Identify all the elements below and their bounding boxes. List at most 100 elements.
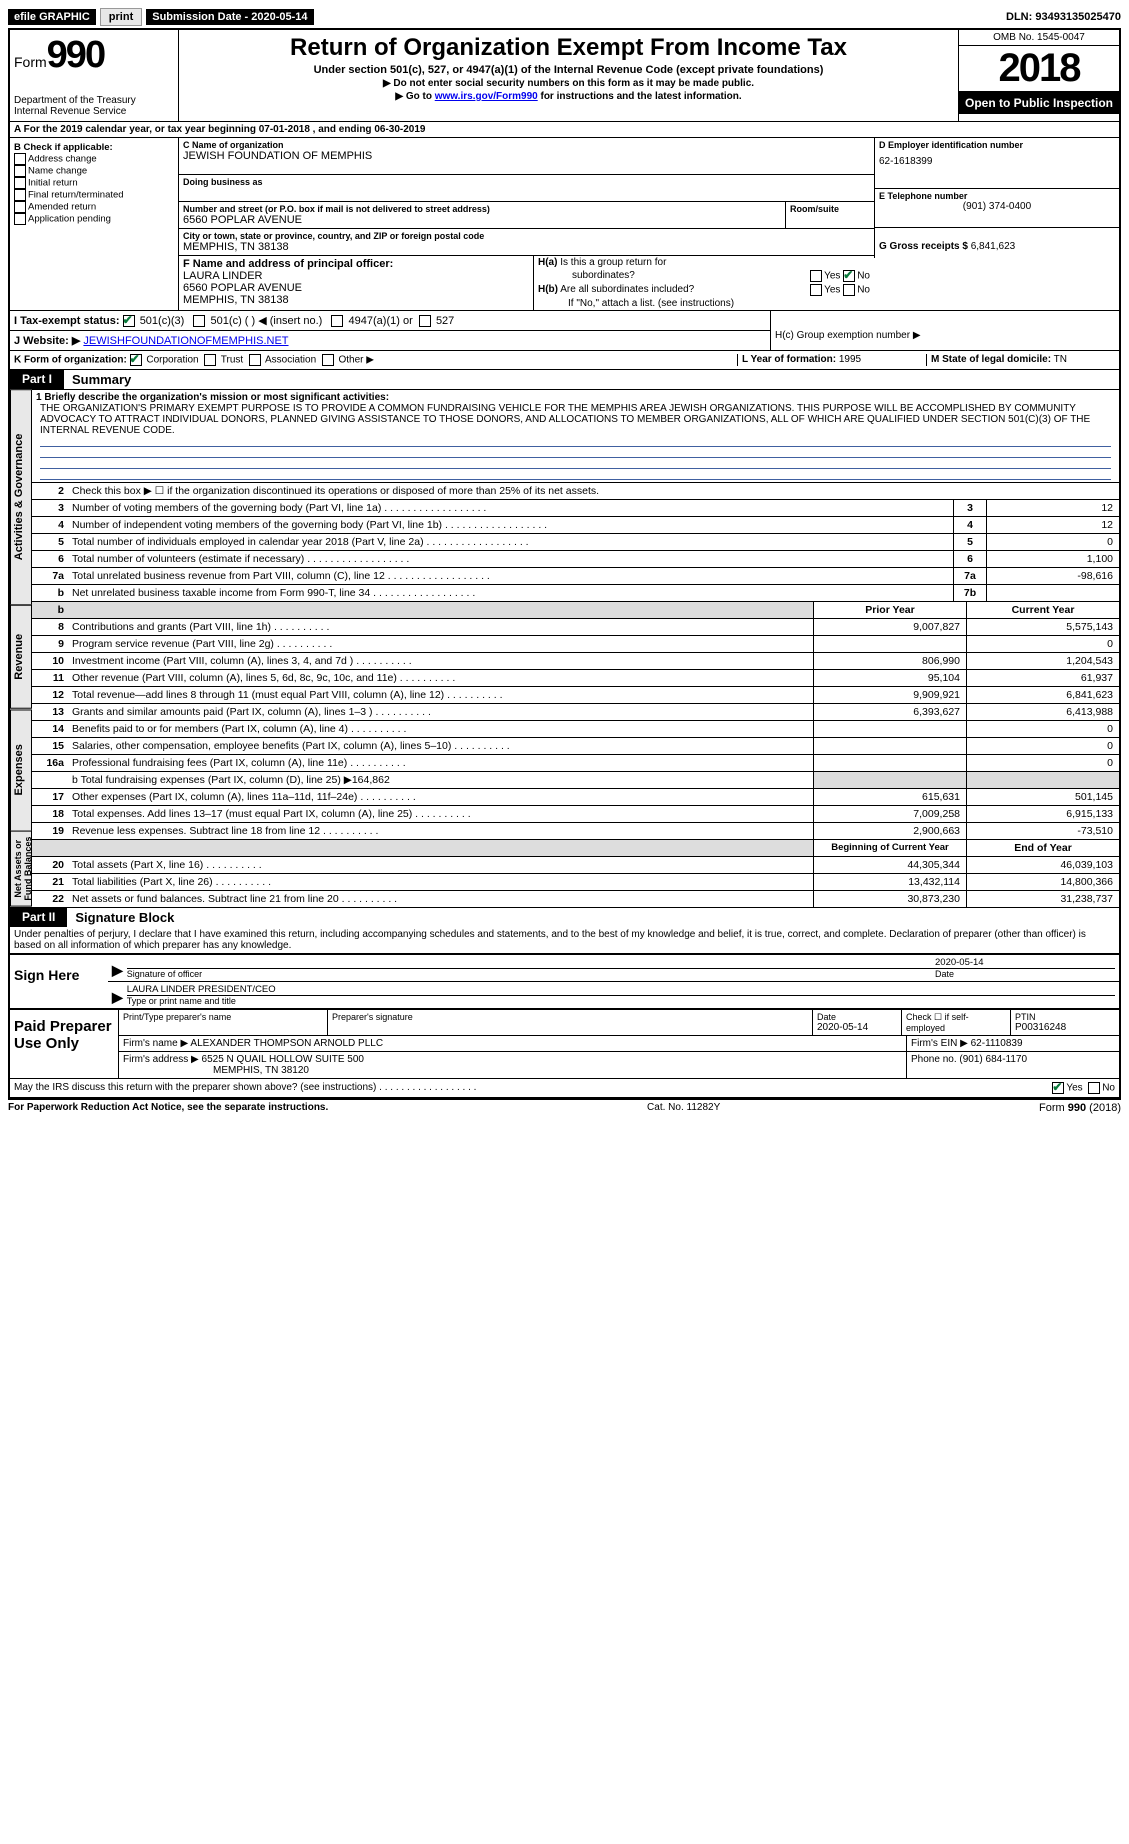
summary-line: 3Number of voting members of the governi… bbox=[32, 499, 1119, 516]
f-label-text: F Name and address of principal officer: bbox=[183, 258, 393, 270]
form-number: Form990 bbox=[14, 34, 174, 77]
col-prior: Prior Year bbox=[813, 602, 966, 618]
summary-line: 12Total revenue—add lines 8 through 11 (… bbox=[32, 686, 1119, 703]
cb-final-return[interactable]: Final return/terminated bbox=[14, 189, 174, 201]
prep-date-label: Date bbox=[817, 1012, 897, 1022]
tax-year: 2018 bbox=[959, 46, 1119, 92]
summary-line: 10Investment income (Part VIII, column (… bbox=[32, 652, 1119, 669]
form-990-num: 990 bbox=[47, 34, 104, 76]
cell-dba: Doing business as bbox=[179, 175, 874, 202]
h-a: H(a) Is this a group return for bbox=[534, 256, 874, 269]
cb-corp[interactable] bbox=[130, 354, 142, 366]
net-header: Beginning of Current Year End of Year bbox=[32, 839, 1119, 856]
cb-4947[interactable] bbox=[331, 315, 343, 327]
arrow-icon: ▶ bbox=[112, 962, 123, 979]
cb-501c[interactable] bbox=[193, 315, 205, 327]
revenue-header: b Prior Year Current Year bbox=[32, 601, 1119, 618]
footer-center: Cat. No. 11282Y bbox=[647, 1102, 720, 1114]
h-section: H(a) Is this a group return for subordin… bbox=[533, 256, 874, 310]
opt-other: Other ▶ bbox=[338, 355, 373, 366]
cb-amended[interactable]: Amended return bbox=[14, 201, 174, 213]
officer-name-line: ▶ LAURA LINDER PRESIDENT/CEO Type or pri… bbox=[108, 982, 1119, 1008]
row-i: I Tax-exempt status: 501(c)(3) 501(c) ( … bbox=[10, 311, 770, 331]
blank-line bbox=[40, 436, 1111, 447]
h-a-2: subordinates? Yes No bbox=[534, 269, 874, 283]
cell-city: City or town, state or province, country… bbox=[179, 229, 874, 256]
sig-date: 2020-05-14 bbox=[935, 957, 1115, 968]
row-a-text: A For the 2019 calendar year, or tax yea… bbox=[14, 124, 425, 135]
type-name-label: Type or print name and title bbox=[127, 995, 1115, 1006]
row-j: J Website: ▶ JEWISHFOUNDATIONOFMEMPHIS.N… bbox=[10, 331, 770, 350]
col-current: Current Year bbox=[966, 602, 1119, 618]
cb-initial-return[interactable]: Initial return bbox=[14, 177, 174, 189]
d-label: D Employer identification number bbox=[879, 140, 1115, 150]
cb-address-change[interactable]: Address change bbox=[14, 153, 174, 165]
form-title: Return of Organization Exempt From Incom… bbox=[187, 34, 950, 62]
cb-name-change[interactable]: Name change bbox=[14, 165, 174, 177]
footer-left: For Paperwork Reduction Act Notice, see … bbox=[8, 1102, 328, 1114]
summary-line: 8Contributions and grants (Part VIII, li… bbox=[32, 618, 1119, 635]
cb-app-pending[interactable]: Application pending bbox=[14, 213, 174, 225]
irs-link[interactable]: www.irs.gov/Form990 bbox=[435, 91, 538, 102]
col-end: End of Year bbox=[966, 840, 1119, 856]
footer-year: (2018) bbox=[1086, 1102, 1121, 1114]
hb-yes-cb[interactable] bbox=[810, 284, 822, 296]
paid-preparer-section: Paid Preparer Use Only Print/Type prepar… bbox=[10, 1008, 1119, 1078]
state-domicile: TN bbox=[1054, 354, 1067, 365]
discuss-yes-cb[interactable] bbox=[1052, 1082, 1064, 1094]
summary-line: 16aProfessional fundraising fees (Part I… bbox=[32, 754, 1119, 771]
col-d-g: D Employer identification number 62-1618… bbox=[874, 138, 1119, 310]
officer-addr1: 6560 POPLAR AVENUE bbox=[183, 282, 529, 294]
line1-label: 1 Briefly describe the organization's mi… bbox=[36, 392, 389, 403]
cb-trust[interactable] bbox=[204, 354, 216, 366]
goto-pre: ▶ Go to bbox=[395, 91, 434, 102]
website-link[interactable]: JEWISHFOUNDATIONOFMEMPHIS.NET bbox=[83, 335, 288, 347]
form-subtitle: Under section 501(c), 527, or 4947(a)(1)… bbox=[187, 64, 950, 76]
discuss-no-cb[interactable] bbox=[1088, 1082, 1100, 1094]
blank-line bbox=[40, 447, 1111, 458]
efile-label: efile GRAPHIC bbox=[8, 9, 96, 25]
ha-yes-cb[interactable] bbox=[810, 270, 822, 282]
col-c-f: C Name of organization JEWISH FOUNDATION… bbox=[179, 138, 874, 310]
opt-trust: Trust bbox=[221, 355, 243, 366]
addr-label: Number and street (or P.O. box if mail i… bbox=[183, 204, 781, 214]
form-container: Form990 Department of the Treasury Inter… bbox=[8, 28, 1121, 1099]
cb-label: Amended return bbox=[28, 202, 96, 213]
tab-expenses: Expenses bbox=[10, 709, 32, 831]
firm-ein: 62-1110839 bbox=[971, 1038, 1023, 1049]
goto-note: ▶ Go to www.irs.gov/Form990 for instruct… bbox=[187, 91, 950, 102]
check-self-employed: Check ☐ if self-employed bbox=[902, 1010, 1011, 1035]
cb-501c3[interactable] bbox=[123, 315, 135, 327]
summary-line: 11Other revenue (Part VIII, column (A), … bbox=[32, 669, 1119, 686]
hb-no-cb[interactable] bbox=[843, 284, 855, 296]
ha-no-cb[interactable] bbox=[843, 270, 855, 282]
part2-header: Part II Signature Block bbox=[10, 907, 1119, 927]
row-i-j: I Tax-exempt status: 501(c)(3) 501(c) ( … bbox=[10, 310, 1119, 350]
h-c: H(c) Group exemption number ▶ bbox=[770, 311, 1119, 350]
summary-line: 17Other expenses (Part IX, column (A), l… bbox=[32, 788, 1119, 805]
firm-addr1: 6525 N QUAIL HOLLOW SUITE 500 bbox=[202, 1054, 364, 1065]
part2-title: Signature Block bbox=[67, 908, 182, 927]
summary-lines: 1 Briefly describe the organization's mi… bbox=[32, 389, 1119, 907]
cb-assoc[interactable] bbox=[249, 354, 261, 366]
cb-other[interactable] bbox=[322, 354, 334, 366]
tab-net-assets: Net Assets or Fund Balances bbox=[10, 831, 32, 907]
header-left: Form990 Department of the Treasury Inter… bbox=[10, 30, 179, 121]
blank-line bbox=[40, 469, 1111, 480]
opt-527: 527 bbox=[436, 315, 454, 327]
officer-printed-name: LAURA LINDER PRESIDENT/CEO bbox=[127, 984, 1115, 995]
part1-body: Activities & Governance Revenue Expenses… bbox=[10, 389, 1119, 907]
date-label: Date bbox=[935, 968, 1115, 979]
line-1: 1 Briefly describe the organization's mi… bbox=[32, 389, 1119, 482]
part1-title: Summary bbox=[64, 370, 139, 389]
city-label: City or town, state or province, country… bbox=[183, 231, 870, 241]
part1-header: Part I Summary bbox=[10, 369, 1119, 389]
footer-form: Form bbox=[1039, 1102, 1068, 1114]
summary-line: 22Net assets or fund balances. Subtract … bbox=[32, 890, 1119, 907]
org-name: JEWISH FOUNDATION OF MEMPHIS bbox=[183, 150, 870, 162]
firm-addr2: MEMPHIS, TN 38120 bbox=[123, 1065, 902, 1076]
footer-right: Form 990 (2018) bbox=[1039, 1102, 1121, 1114]
print-button[interactable]: print bbox=[100, 8, 142, 26]
cb-527[interactable] bbox=[419, 315, 431, 327]
i-label: I Tax-exempt status: bbox=[14, 315, 120, 327]
